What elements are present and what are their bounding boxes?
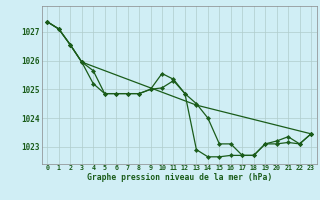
X-axis label: Graphe pression niveau de la mer (hPa): Graphe pression niveau de la mer (hPa) (87, 173, 272, 182)
